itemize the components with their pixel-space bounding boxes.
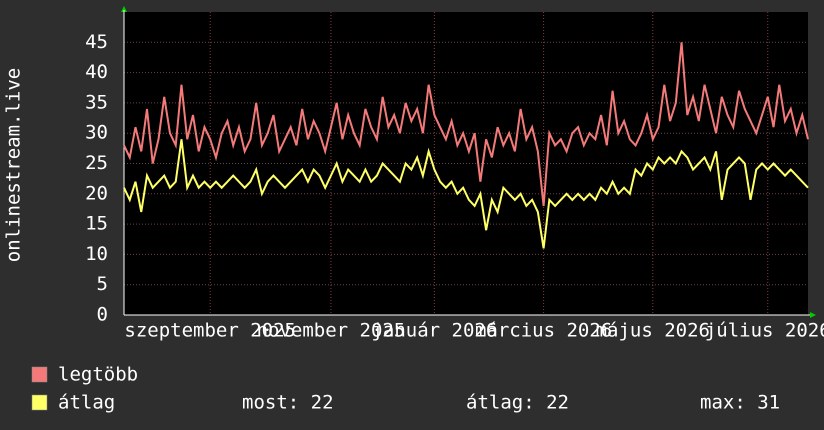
x-tick-label: november 2025 <box>257 320 406 342</box>
x-tick-label: január 2026 <box>371 320 497 342</box>
stat-text: átlag: 22 <box>466 392 569 414</box>
series-line <box>123 139 809 249</box>
y-tick-label: 0 <box>97 304 108 326</box>
axis-arrow <box>810 312 816 318</box>
x-tick-label: szeptember 2025 <box>124 320 296 342</box>
y-tick-label: 30 <box>85 122 108 144</box>
y-tick-label: 15 <box>85 213 108 235</box>
axis-arrow <box>121 6 127 12</box>
y-tick-label: 40 <box>85 61 108 83</box>
y-tick-label: 5 <box>97 273 108 295</box>
legend-label: átlag <box>58 392 115 414</box>
stat-text: most: 22 <box>242 392 334 414</box>
y-tick-label: 25 <box>85 152 108 174</box>
y-tick-label: 10 <box>85 243 108 265</box>
x-tick-label: május 2026 <box>596 320 710 342</box>
legend-label: legtöbb <box>58 364 138 386</box>
series-line <box>123 42 809 207</box>
x-tick-label: július 2026 <box>705 320 824 342</box>
y-tick-label: 45 <box>85 31 108 53</box>
y-tick-label: 20 <box>85 182 108 204</box>
stat-text: max: 31 <box>700 392 780 414</box>
legend-swatch <box>31 394 48 411</box>
y-axis-label: onlinestream.live <box>3 68 25 262</box>
y-tick-label: 35 <box>85 91 108 113</box>
legend-swatch <box>31 366 48 383</box>
x-tick-label: március 2026 <box>475 320 612 342</box>
